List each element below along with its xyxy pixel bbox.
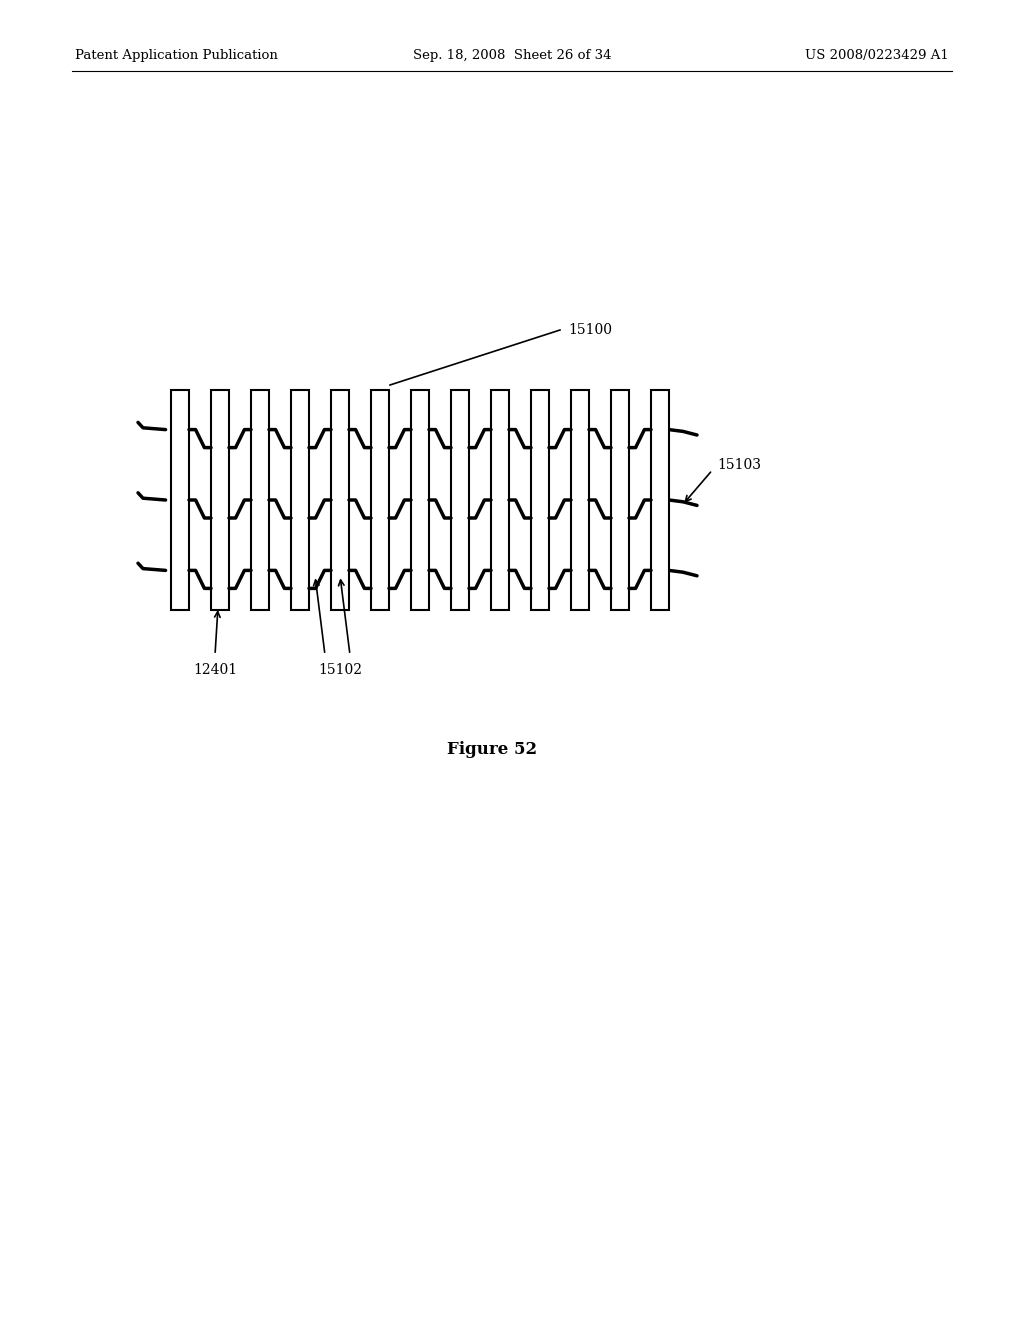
Polygon shape xyxy=(331,389,349,610)
Polygon shape xyxy=(211,389,229,610)
Polygon shape xyxy=(571,389,589,610)
Polygon shape xyxy=(171,389,189,610)
Text: Figure 52: Figure 52 xyxy=(446,742,537,759)
Polygon shape xyxy=(651,389,669,610)
Polygon shape xyxy=(411,389,429,610)
Polygon shape xyxy=(291,389,309,610)
Polygon shape xyxy=(490,389,509,610)
Text: US 2008/0223429 A1: US 2008/0223429 A1 xyxy=(805,49,949,62)
Text: 15102: 15102 xyxy=(318,663,362,677)
Polygon shape xyxy=(531,389,549,610)
Text: 15100: 15100 xyxy=(568,323,612,337)
Polygon shape xyxy=(251,389,269,610)
Text: Sep. 18, 2008  Sheet 26 of 34: Sep. 18, 2008 Sheet 26 of 34 xyxy=(413,49,611,62)
Text: 15103: 15103 xyxy=(718,458,762,473)
Text: Patent Application Publication: Patent Application Publication xyxy=(75,49,278,62)
Text: 12401: 12401 xyxy=(193,663,238,677)
Polygon shape xyxy=(451,389,469,610)
Polygon shape xyxy=(371,389,389,610)
Polygon shape xyxy=(611,389,629,610)
